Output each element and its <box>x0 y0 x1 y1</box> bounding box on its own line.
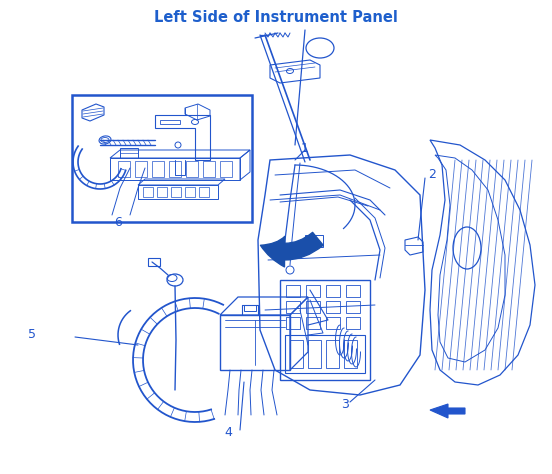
Bar <box>157 187 167 197</box>
Bar <box>286 285 300 297</box>
Bar <box>199 187 209 197</box>
Bar <box>186 161 198 177</box>
Bar <box>306 317 320 329</box>
Bar <box>143 187 153 197</box>
Text: 2: 2 <box>428 168 436 182</box>
FancyArrowPatch shape <box>261 232 323 267</box>
Bar <box>305 235 323 247</box>
Bar <box>138 185 218 199</box>
Bar <box>110 158 240 180</box>
Bar <box>148 258 160 266</box>
Bar <box>290 340 303 368</box>
Bar <box>308 340 321 368</box>
Bar <box>152 161 164 177</box>
Bar <box>326 285 340 297</box>
Polygon shape <box>430 404 465 418</box>
Bar <box>344 340 357 368</box>
Bar <box>203 161 215 177</box>
Bar <box>346 317 360 329</box>
Bar <box>306 301 320 313</box>
Bar <box>280 280 370 380</box>
Bar <box>346 285 360 297</box>
Bar <box>286 301 300 313</box>
Bar <box>306 285 320 297</box>
Bar <box>72 95 252 222</box>
Bar <box>346 301 360 313</box>
Bar <box>185 187 195 197</box>
Bar <box>286 317 300 329</box>
Bar <box>169 161 181 177</box>
Text: Left Side of Instrument Panel: Left Side of Instrument Panel <box>154 9 398 25</box>
Bar <box>120 148 138 158</box>
Text: 6: 6 <box>114 216 122 228</box>
Text: 5: 5 <box>28 328 36 341</box>
Bar <box>135 161 147 177</box>
Bar <box>244 305 256 311</box>
Bar <box>160 120 180 124</box>
Bar <box>285 335 365 373</box>
Text: 1: 1 <box>301 142 309 155</box>
Bar <box>220 161 232 177</box>
Text: 4: 4 <box>224 426 232 438</box>
Bar <box>326 340 339 368</box>
Bar <box>326 317 340 329</box>
Bar <box>326 301 340 313</box>
Bar <box>118 161 130 177</box>
Bar <box>220 315 290 370</box>
Bar <box>171 187 181 197</box>
Text: 3: 3 <box>341 399 349 411</box>
